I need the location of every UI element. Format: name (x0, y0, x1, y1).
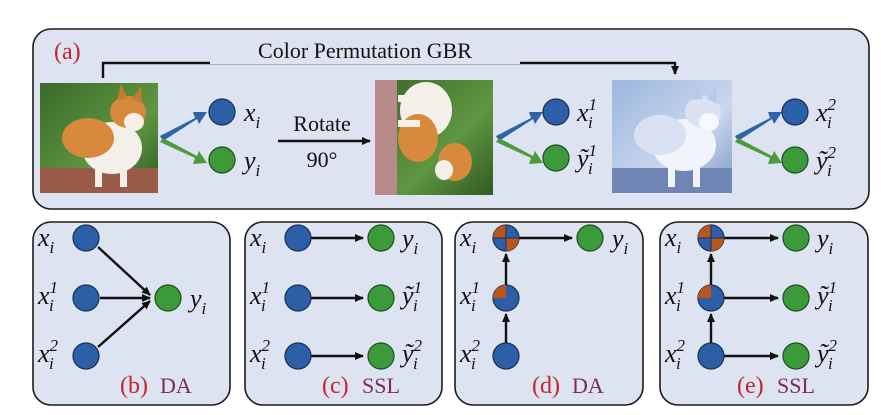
node-e-y (782, 224, 810, 252)
node-y-original (208, 146, 236, 174)
quadrant-d-x-a (493, 225, 506, 238)
node-b-x (72, 224, 100, 252)
label-y-original: yi (241, 146, 261, 180)
panel-d-x1: x1 i (459, 278, 480, 315)
label-x-original: xi (243, 98, 261, 132)
panel-e-word: SSL (777, 373, 815, 398)
panel-e-y: yi (814, 224, 834, 258)
node-b-x2 (72, 342, 100, 370)
panel-b-word: DA (160, 373, 192, 398)
quadrant-d-x1 (493, 285, 506, 298)
rotate-angle: 90° (307, 147, 338, 172)
node-e-x2 (697, 342, 725, 370)
node-x-rotated (542, 98, 570, 126)
panel-d-word: DA (572, 373, 604, 398)
edge-b-1 (97, 246, 151, 296)
panel-e-y2: ỹ2 i (814, 336, 838, 373)
quadrant-e-x1 (698, 285, 711, 298)
panel-e-box (659, 221, 869, 406)
arrow-blue-2 (496, 112, 543, 141)
panel-d-tag: (d) (532, 373, 560, 399)
node-d-x2 (492, 342, 520, 370)
node-e-y2 (782, 342, 810, 370)
panel-b: xi x1 i x2 i yi (b) DA (32, 221, 231, 406)
panel-e-x: xi (664, 223, 682, 257)
panel-b-x: xi (37, 223, 55, 257)
node-e-y1 (782, 284, 810, 312)
node-c-x (284, 224, 312, 252)
panel-c-word: SSL (362, 373, 400, 398)
edge-b-3 (97, 300, 151, 348)
label-y-rotated: ỹ1 i (574, 141, 597, 178)
label-y-permuted: ỹ2 i (813, 143, 837, 180)
dog-photo-original (40, 83, 158, 193)
panel-a: (a) Color Permutation GBR xi yi Rotate (32, 28, 870, 210)
arrow-blue-3 (735, 112, 782, 141)
node-y-rotated (542, 144, 570, 172)
node-c-y (367, 224, 395, 252)
panel-e-tag: (e) (737, 373, 764, 399)
node-x-original (208, 98, 236, 126)
panel-e-x1: x1 i (664, 278, 685, 315)
permutation-label: Color Permutation GBR (258, 38, 472, 63)
dog-photo-rotated (375, 80, 493, 195)
permutation-label-bg (210, 40, 520, 64)
arrow-green-3 (735, 138, 782, 164)
panel-c: xi x1 i x2 i yi ỹ1 i ỹ2 i (c) SSL (244, 221, 443, 406)
node-c-x2 (284, 342, 312, 370)
node-c-y1 (367, 284, 395, 312)
panel-b-y: yi (187, 284, 207, 318)
label-x-permuted: x2 i (815, 95, 837, 132)
quadrant-e-x-b (711, 238, 724, 251)
arrow-green-1 (160, 138, 207, 164)
panel-b-tag: (b) (120, 373, 148, 399)
node-x-permuted (781, 98, 809, 126)
panel-d-x: xi (459, 223, 477, 257)
node-b-x1 (72, 284, 100, 312)
panel-e-y1: ỹ1 i (814, 278, 837, 315)
quadrant-e-x-a (698, 225, 711, 238)
node-c-y2 (367, 342, 395, 370)
rotate-label: Rotate (293, 111, 350, 136)
arrow-blue-1 (160, 112, 207, 141)
panel-e-x2: x2 i (664, 336, 686, 373)
label-x-rotated: x1 i (576, 95, 597, 132)
panel-c-y: yi (399, 224, 419, 258)
panel-a-tag: (a) (54, 39, 81, 65)
panel-d-y: yi (609, 224, 629, 258)
panel-b-x1: x1 i (37, 278, 58, 315)
panel-d: xi x1 i x2 i yi (d) DA (454, 221, 644, 406)
panel-c-x1: x1 i (249, 278, 270, 315)
panel-e: xi x1 i x2 i yi ỹ1 i ỹ2 i (e) SSL (659, 221, 869, 406)
node-c-x1 (284, 284, 312, 312)
dog-photo-color-permuted (612, 80, 732, 193)
node-b-y (154, 284, 182, 312)
panel-c-y1: ỹ1 i (399, 278, 422, 315)
node-d-y (576, 224, 604, 252)
panel-c-x2: x2 i (249, 336, 271, 373)
arrow-green-2 (496, 138, 543, 164)
quadrant-d-x-b (506, 238, 519, 251)
panel-c-y2: ỹ2 i (399, 336, 423, 373)
panel-b-x2: x2 i (37, 336, 59, 373)
panel-d-x2: x2 i (459, 336, 481, 373)
node-y-permuted (781, 146, 809, 174)
panel-c-tag: (c) (322, 373, 349, 399)
panel-c-x: xi (249, 223, 267, 257)
